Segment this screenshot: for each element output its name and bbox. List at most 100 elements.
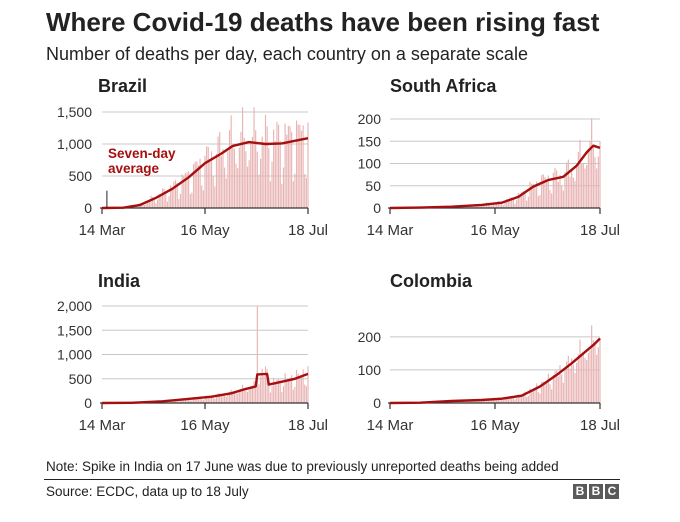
daily-bar	[166, 201, 168, 208]
daily-bar	[196, 397, 198, 403]
daily-bar	[197, 398, 200, 403]
daily-bar	[519, 194, 521, 208]
daily-bar	[484, 400, 486, 403]
daily-bar	[276, 121, 278, 208]
x-tick-label: 16 May	[470, 222, 520, 239]
daily-bar	[584, 357, 586, 403]
daily-bar	[242, 107, 244, 208]
daily-bar	[596, 354, 598, 403]
daily-bar	[299, 375, 301, 403]
daily-bar	[171, 400, 173, 403]
daily-bar	[289, 377, 291, 403]
daily-bar	[587, 148, 589, 208]
daily-bar	[541, 381, 543, 403]
daily-bar	[592, 144, 594, 208]
daily-bar	[564, 369, 566, 403]
daily-bar	[264, 366, 267, 403]
daily-bar	[516, 397, 518, 403]
daily-bar	[496, 203, 498, 208]
daily-bar	[291, 375, 293, 403]
y-tick-label: 1,500	[57, 104, 92, 120]
daily-bar	[170, 185, 172, 208]
daily-bar	[591, 118, 593, 208]
daily-bar	[581, 163, 583, 208]
daily-bar	[300, 376, 303, 403]
daily-bar	[191, 192, 193, 208]
daily-bar	[532, 183, 534, 208]
daily-bar	[549, 190, 551, 208]
daily-bar	[237, 168, 239, 208]
daily-bar	[210, 151, 213, 208]
daily-bar	[132, 206, 134, 208]
daily-bar	[260, 158, 262, 208]
daily-bar	[253, 107, 255, 208]
daily-bar	[222, 394, 224, 403]
daily-bar	[517, 192, 519, 208]
y-tick-label: 200	[358, 111, 382, 127]
daily-bar	[536, 383, 538, 403]
daily-bar	[479, 400, 481, 403]
daily-bar	[524, 190, 526, 208]
daily-bar	[282, 167, 285, 208]
daily-bar	[281, 391, 283, 403]
daily-bar	[192, 397, 195, 403]
daily-bar	[228, 130, 231, 208]
daily-bar	[469, 206, 471, 208]
daily-bar	[534, 387, 536, 403]
x-tick-label: 14 Mar	[367, 417, 414, 434]
daily-bar	[260, 376, 262, 403]
daily-bar	[477, 205, 479, 208]
daily-bar	[204, 396, 206, 403]
daily-bar	[599, 338, 601, 403]
daily-bar	[517, 394, 519, 403]
daily-bar	[537, 195, 539, 208]
daily-bar	[150, 195, 152, 208]
daily-bar	[206, 395, 208, 403]
y-tick-label: 50	[365, 178, 381, 194]
daily-bar	[589, 350, 591, 403]
daily-bar	[143, 205, 146, 208]
daily-bar	[176, 399, 178, 403]
daily-bar	[179, 193, 182, 208]
daily-bar	[539, 194, 541, 208]
daily-bar	[482, 400, 484, 403]
daily-bar	[509, 396, 511, 403]
daily-bar	[512, 198, 514, 208]
daily-bar	[487, 203, 489, 208]
daily-bar	[161, 188, 164, 208]
daily-bar	[471, 205, 473, 208]
daily-bar	[527, 395, 529, 403]
daily-bar	[173, 399, 175, 403]
daily-bar	[519, 396, 521, 403]
x-tick-label: 14 Mar	[367, 222, 414, 239]
y-tick-label: 1,000	[57, 136, 92, 152]
daily-bar	[268, 385, 270, 403]
daily-bar	[569, 368, 571, 403]
daily-bar	[504, 398, 506, 403]
daily-bar	[561, 185, 563, 208]
daily-bar	[251, 387, 253, 403]
chart-panel: India 0 500 1,000 1,500 2,000 14 Mar 16 May 18 J…	[57, 271, 328, 434]
daily-bar	[271, 386, 273, 403]
daily-bar	[184, 172, 186, 208]
daily-bar	[552, 375, 554, 403]
daily-bar	[572, 177, 574, 208]
daily-bar	[197, 165, 200, 208]
daily-bar	[178, 401, 180, 403]
daily-bar	[526, 397, 528, 403]
daily-bar	[512, 396, 514, 403]
daily-bar	[201, 399, 203, 403]
daily-bar	[302, 125, 304, 208]
daily-bar	[521, 395, 523, 403]
daily-bar	[546, 382, 548, 403]
daily-bar	[557, 376, 559, 403]
daily-bar	[494, 398, 496, 403]
daily-bar	[514, 203, 516, 208]
daily-bar	[521, 192, 523, 208]
daily-bar	[559, 174, 561, 208]
daily-bar	[522, 191, 524, 208]
daily-bar	[160, 194, 162, 208]
daily-bar	[178, 199, 180, 208]
daily-bar	[217, 136, 219, 208]
daily-bar	[529, 388, 531, 403]
